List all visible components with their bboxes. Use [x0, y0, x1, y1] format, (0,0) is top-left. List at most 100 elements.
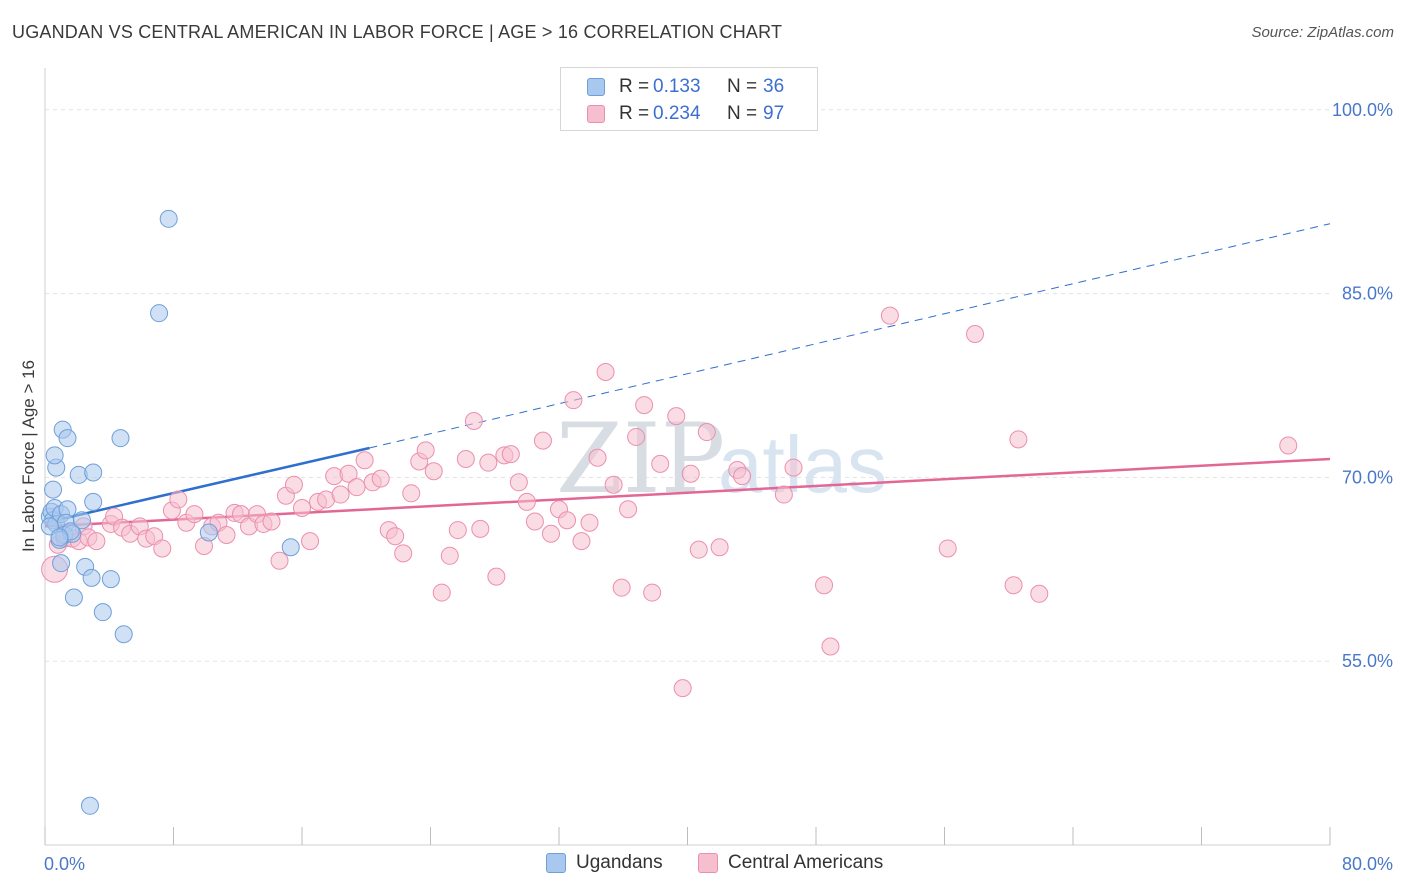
ugandan-point: [64, 588, 83, 607]
central-american-point: [386, 527, 405, 546]
central-american-point: [612, 578, 631, 597]
ugandan-point: [52, 554, 71, 573]
ugandan-point: [101, 570, 120, 589]
central-american-point: [432, 583, 451, 602]
central-american-point: [440, 546, 459, 565]
ugandan-point: [58, 429, 77, 448]
ugandan-point: [84, 463, 103, 482]
central-american-point: [697, 423, 716, 442]
central-american-point: [815, 576, 834, 595]
central-american-point: [1279, 436, 1298, 455]
ugandan-point: [111, 429, 130, 448]
ugandan-point: [80, 796, 99, 815]
legend-row-central-americans: R = 0.234 N = 97: [587, 103, 837, 125]
central-american-point: [733, 467, 752, 486]
y-tick-labels: 55.0% 70.0% 85.0% 100.0%: [1332, 100, 1393, 671]
central-american-point: [643, 583, 662, 602]
central-american-point: [681, 464, 700, 483]
central-american-point: [464, 412, 483, 431]
central-american-point: [456, 450, 475, 468]
y-tick-label: 55.0%: [1342, 651, 1393, 671]
central-american-point: [667, 407, 686, 426]
watermark-atlas: atlas: [718, 420, 887, 509]
ugandan-point: [199, 523, 218, 542]
central-american-point: [487, 567, 506, 586]
bottom-swatch-ugandans: [546, 853, 566, 873]
source-label: Source: ZipAtlas.com: [1251, 24, 1394, 41]
central-american-point: [1030, 584, 1049, 603]
legend-swatch-ugandans: [587, 78, 605, 96]
central-american-point: [784, 458, 803, 477]
central-american-point: [564, 391, 583, 410]
bottom-legend-central-americans: Central Americans: [698, 852, 883, 874]
central-american-point: [87, 532, 106, 551]
central-american-point: [619, 500, 638, 519]
central-american-point: [651, 454, 670, 473]
ugandan-point: [50, 528, 69, 547]
y-axis-label: In Labor Force | Age > 16: [19, 360, 38, 552]
central-american-point: [673, 679, 692, 698]
ugandan-point: [45, 446, 64, 465]
central-american-point: [580, 513, 599, 532]
legend-r-value: 0.234: [653, 103, 701, 124]
central-american-point: [1009, 430, 1028, 449]
central-american-point: [416, 441, 435, 460]
ugandan-point: [93, 603, 112, 622]
central-american-point: [293, 499, 311, 518]
x-tick-label: 80.0%: [1342, 854, 1393, 874]
legend-n-label: N =: [727, 76, 758, 97]
legend-n-label: N =: [727, 103, 758, 124]
central-american-point: [355, 451, 374, 470]
central-american-point: [525, 512, 544, 531]
central-american-point: [501, 445, 520, 464]
central-american-point: [339, 464, 358, 483]
central-american-point: [331, 485, 350, 504]
central-american-point: [394, 544, 413, 563]
central-american-point: [541, 524, 560, 543]
central-american-point: [596, 362, 615, 381]
bottom-legend-label: Ugandans: [576, 852, 663, 873]
ugandan-point: [72, 511, 91, 530]
ugandan-point: [114, 625, 133, 644]
bottom-legend-label: Central Americans: [728, 852, 884, 873]
central-american-point: [217, 525, 236, 544]
central-american-point: [169, 490, 188, 509]
central-american-point: [301, 532, 320, 551]
central-american-point: [938, 539, 957, 558]
legend-n-value: 36: [763, 76, 785, 97]
legend-r-label: R =: [619, 76, 650, 97]
central-american-point: [517, 492, 536, 511]
central-american-point: [509, 473, 528, 492]
ugandan-point: [84, 492, 103, 511]
y-tick-label: 85.0%: [1342, 284, 1393, 304]
y-tick-label: 100.0%: [1332, 100, 1393, 120]
correlation-legend: R = 0.133 N = 36 R = 0.234 N = 97: [560, 67, 818, 131]
ugandan-point: [150, 304, 169, 323]
ugandans-trend-line: [44, 446, 370, 524]
central-american-point: [284, 475, 303, 494]
central-american-point: [479, 453, 498, 472]
axes: [44, 68, 1331, 846]
legend-r-label: R =: [619, 103, 650, 124]
ugandan-point: [281, 538, 300, 557]
central-american-point: [635, 396, 654, 415]
chart-title: UGANDAN VS CENTRAL AMERICAN IN LABOR FOR…: [12, 22, 783, 42]
central-american-point: [424, 462, 443, 481]
central-american-point: [402, 484, 421, 503]
central-american-point: [774, 485, 793, 504]
ugandan-point: [44, 480, 63, 499]
central-american-point: [448, 521, 467, 540]
legend-row-ugandans: R = 0.133 N = 36: [587, 76, 837, 98]
legend-r-value: 0.133: [653, 76, 701, 97]
central-american-point: [821, 637, 840, 656]
grid-lines: [45, 109, 1330, 662]
central-american-point: [153, 539, 172, 558]
central-american-point: [533, 431, 552, 450]
central-american-point: [966, 325, 985, 344]
central-american-point: [627, 427, 646, 446]
ugandans-trend-extension: [369, 223, 1331, 449]
central-american-point: [588, 448, 607, 467]
x-tick-labels: 0.0% 80.0%: [44, 854, 1393, 874]
central-american-point: [471, 519, 490, 538]
